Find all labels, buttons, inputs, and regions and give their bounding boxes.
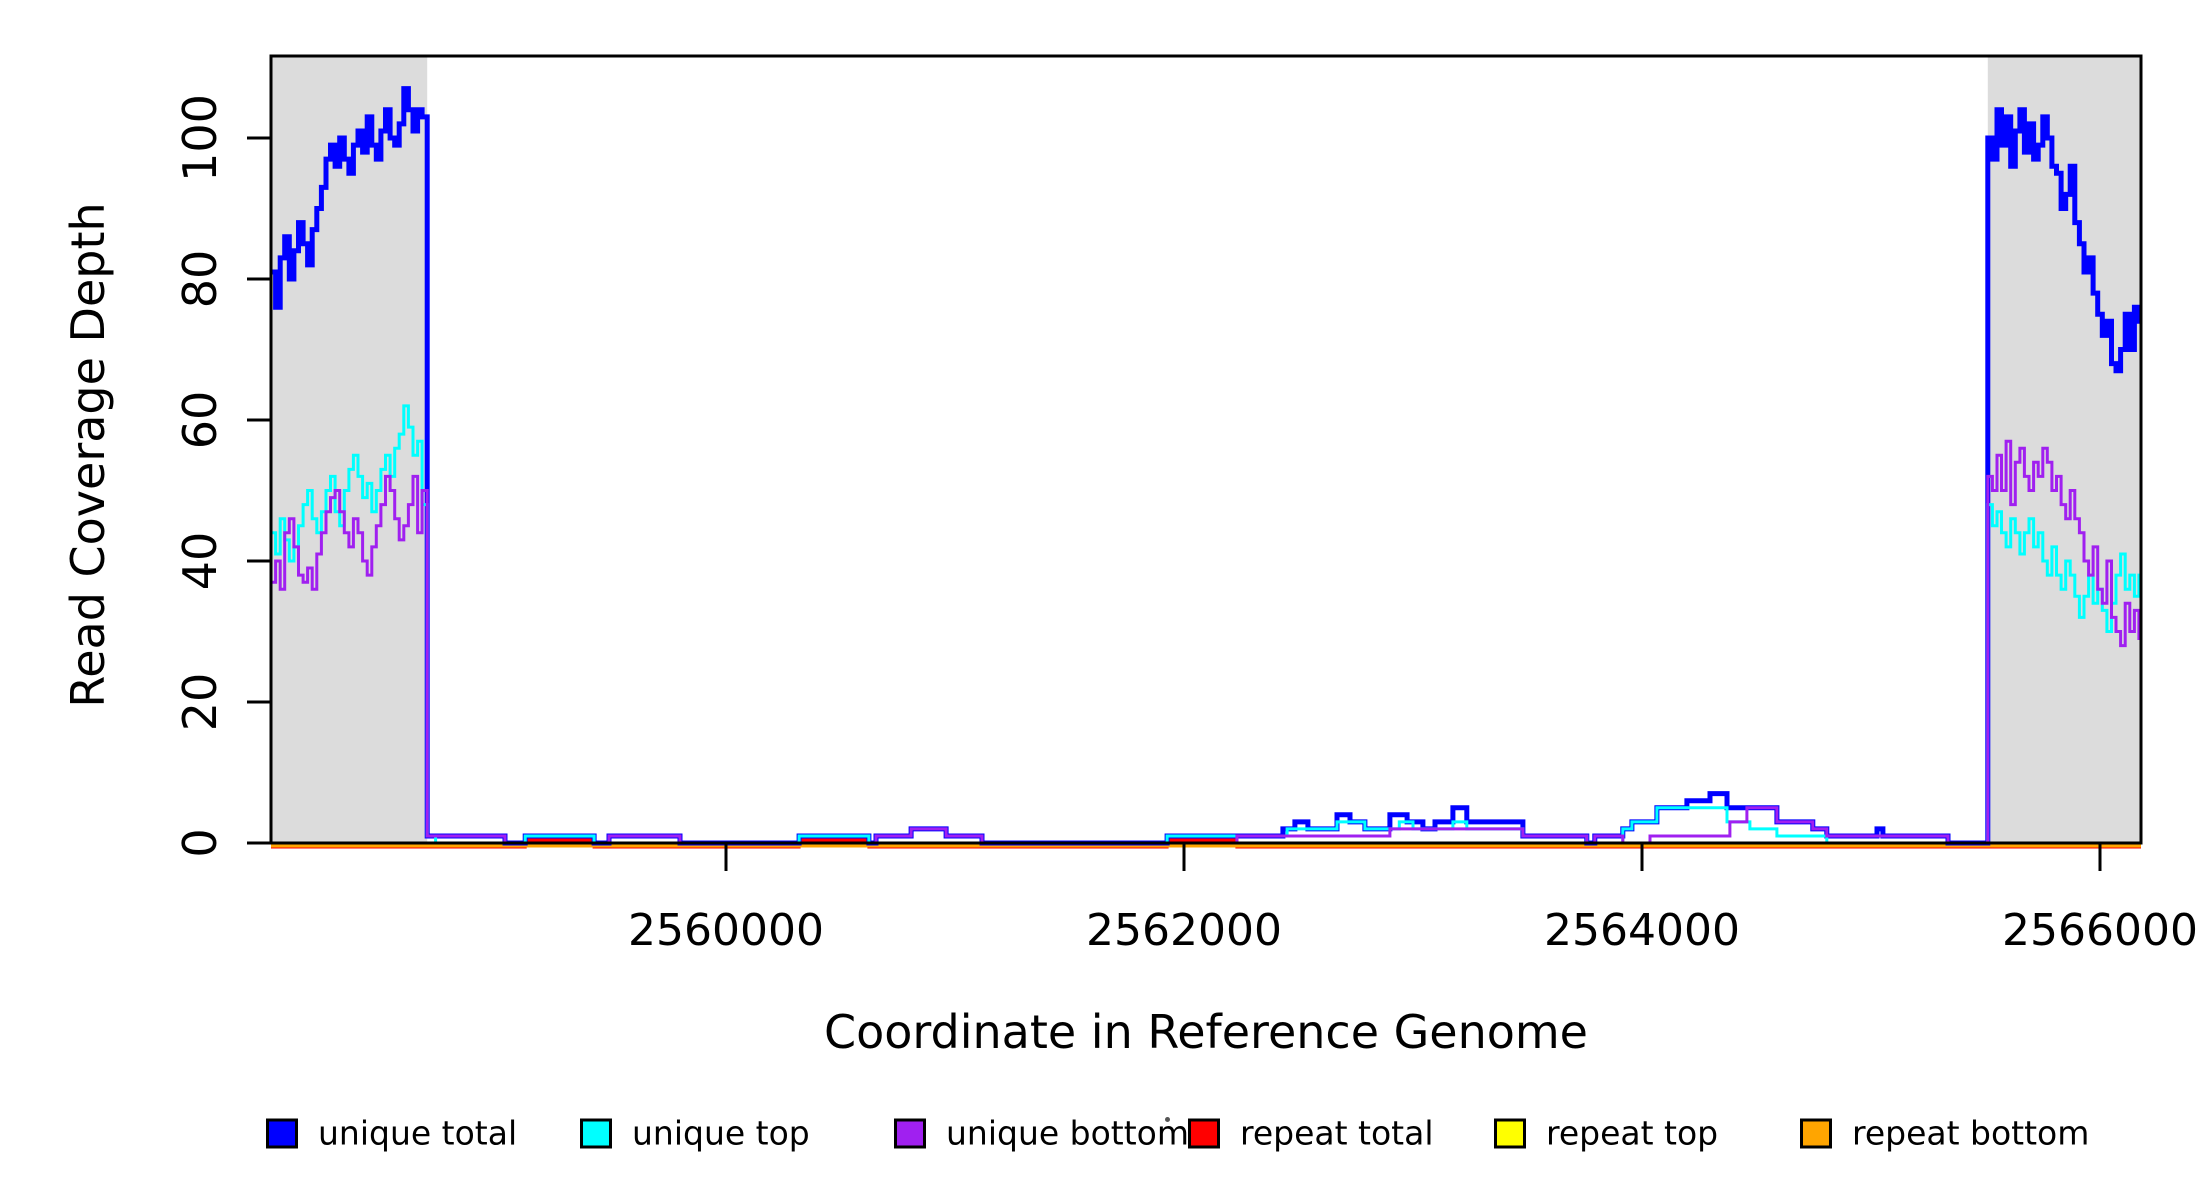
legend-swatch-unique-total: [266, 1118, 298, 1148]
y-tick-label-60: 60: [173, 390, 227, 450]
plot-border: [269, 54, 2143, 845]
legend-label-repeat-top: repeat top: [1546, 1113, 1719, 1153]
x-axis-title: Coordinate in Reference Genome: [824, 1005, 1588, 1059]
highlight-region-0: [271, 56, 428, 843]
legend-item-repeat-bottom: repeat bottom: [1800, 1114, 2089, 1153]
legend-swatch-unique-top: [580, 1118, 612, 1148]
legend-item-unique-top: unique top: [580, 1114, 810, 1153]
x-tick-label-2564000: 2564000: [1544, 905, 1740, 956]
legend-item-unique-total: unique total: [266, 1114, 517, 1153]
x-tick-label-2560000: 2560000: [628, 905, 824, 956]
legend-item-repeat-total: repeat total: [1188, 1114, 1434, 1153]
legend-swatch-unique-bottom: [894, 1118, 926, 1148]
legend-label-unique-bottom: unique bottom: [946, 1113, 1190, 1153]
highlight-region-1: [1987, 56, 2141, 843]
y-tick-label-80: 80: [173, 249, 227, 309]
series-unique-total-line: [271, 86, 2142, 846]
stray-dot: [1165, 1117, 1170, 1122]
legend-swatch-repeat-total: [1188, 1118, 1220, 1148]
legend-label-unique-total: unique total: [318, 1113, 518, 1153]
series-repeat-total-line: [271, 838, 2141, 849]
y-axis-title: Read Coverage Depth: [61, 202, 115, 708]
legend-item-repeat-top: repeat top: [1494, 1114, 1718, 1153]
series-unique-top-line: [271, 404, 2141, 845]
series-unique-bottom-line: [271, 439, 2141, 845]
legend-swatch-repeat-top: [1494, 1118, 1526, 1148]
y-tick-label-40: 40: [173, 531, 227, 591]
y-tick-label-20: 20: [173, 672, 227, 732]
x-tick-label-2562000: 2562000: [1086, 905, 1282, 956]
legend-swatch-repeat-bottom: [1800, 1118, 1832, 1148]
x-tick-label-2566000: 2566000: [2002, 905, 2198, 956]
y-tick-label-100: 100: [173, 94, 227, 182]
legend-item-unique-bottom: unique bottom: [894, 1114, 1189, 1153]
legend-label-unique-top: unique top: [632, 1113, 810, 1153]
legend-label-repeat-bottom: repeat bottom: [1852, 1113, 2090, 1153]
y-tick-label-0: 0: [173, 828, 227, 858]
legend-label-repeat-total: repeat total: [1240, 1113, 1434, 1153]
